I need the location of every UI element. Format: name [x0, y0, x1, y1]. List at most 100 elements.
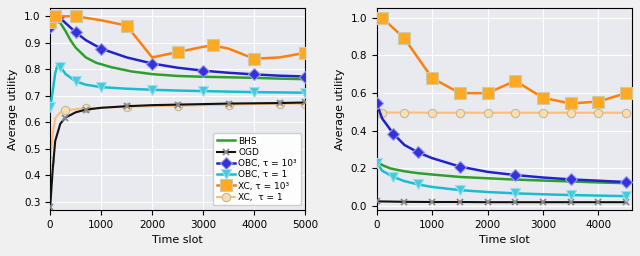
OBC, τ = 10³ [174, 66, 182, 69]
OBC, τ = 10³ [225, 71, 232, 74]
XC, τ = 10³ [199, 45, 207, 48]
OBC, τ = 1 [301, 91, 309, 94]
OBC, τ = 1 [225, 90, 232, 93]
OGD [511, 201, 519, 204]
BHS [72, 46, 79, 49]
XC, τ = 10³ [209, 44, 217, 47]
OBC, τ = 1 [72, 80, 79, 83]
OBC, τ = 1 [123, 87, 131, 90]
OBC, τ = 1 [511, 192, 519, 195]
OBC, τ = 1 [428, 185, 436, 188]
XC,  τ = 1 [56, 111, 64, 114]
XC,  τ = 1 [567, 111, 575, 114]
OBC, τ = 10³ [401, 143, 408, 146]
OBC, τ = 1 [48, 97, 56, 100]
OBC, τ = 10³ [46, 25, 54, 28]
OGD [250, 102, 258, 105]
XC, τ = 10³ [456, 92, 463, 95]
XC,  τ = 1 [511, 111, 519, 114]
BHS [401, 170, 408, 173]
OGD [148, 104, 156, 107]
BHS [92, 61, 100, 64]
OBC, τ = 1 [61, 72, 69, 75]
OBC, τ = 10³ [484, 170, 492, 173]
XC,  τ = 1 [539, 111, 547, 114]
Line: OGD: OGD [47, 99, 308, 211]
OBC, τ = 1 [56, 65, 64, 68]
OBC, τ = 1 [456, 189, 463, 192]
OBC, τ = 10³ [511, 174, 519, 177]
OBC, τ = 1 [389, 175, 397, 178]
OBC, τ = 1 [401, 179, 408, 183]
BHS [61, 29, 69, 33]
X-axis label: Time slot: Time slot [152, 235, 203, 245]
OGD [97, 106, 105, 109]
Line: BHS: BHS [377, 161, 626, 183]
OBC, τ = 10³ [49, 15, 57, 18]
OBC, τ = 1 [82, 83, 90, 86]
OBC, τ = 1 [539, 193, 547, 196]
BHS [595, 181, 602, 184]
OBC, τ = 10³ [82, 39, 90, 42]
Y-axis label: Average utility: Average utility [335, 68, 345, 150]
BHS [108, 66, 115, 69]
OBC, τ = 10³ [378, 117, 386, 120]
X-axis label: Time slot: Time slot [479, 235, 529, 245]
Line: XC, τ = 10³: XC, τ = 10³ [45, 11, 310, 64]
OBC, τ = 10³ [72, 31, 79, 34]
XC, τ = 10³ [595, 100, 602, 103]
OGD [56, 122, 64, 125]
XC, τ = 10³ [49, 15, 56, 18]
XC,  τ = 1 [484, 111, 492, 114]
XC, τ = 10³ [276, 56, 284, 59]
OBC, τ = 1 [174, 89, 182, 92]
OGD [539, 201, 547, 204]
OBC, τ = 10³ [123, 56, 131, 59]
Line: XC,  τ = 1: XC, τ = 1 [46, 99, 309, 165]
BHS [387, 167, 394, 170]
OGD [378, 200, 386, 203]
OGD [567, 201, 575, 204]
OBC, τ = 1 [97, 86, 105, 89]
XC,  τ = 1 [49, 133, 56, 136]
XC,  τ = 1 [199, 104, 207, 107]
BHS [128, 70, 136, 73]
XC, τ = 10³ [51, 15, 59, 18]
BHS [174, 74, 182, 78]
BHS [67, 39, 74, 42]
OBC, τ = 10³ [54, 15, 61, 18]
OBC, τ = 1 [373, 161, 381, 164]
OBC, τ = 1 [276, 91, 284, 94]
OBC, τ = 10³ [199, 69, 207, 72]
XC,  τ = 1 [46, 159, 54, 162]
XC, τ = 10³ [622, 92, 630, 95]
Line: OBC, τ = 1: OBC, τ = 1 [372, 158, 631, 201]
OBC, τ = 1 [54, 62, 61, 66]
BHS [373, 160, 381, 163]
OBC, τ = 10³ [389, 132, 397, 135]
XC, τ = 10³ [378, 16, 386, 19]
XC, τ = 10³ [373, 16, 381, 19]
XC,  τ = 1 [250, 103, 258, 106]
OGD [72, 111, 79, 114]
OBC, τ = 10³ [148, 62, 156, 65]
OBC, τ = 10³ [428, 157, 436, 160]
XC, τ = 10³ [174, 51, 182, 54]
Line: OBC, τ = 1: OBC, τ = 1 [45, 59, 310, 112]
XC,  τ = 1 [123, 105, 131, 108]
OGD [301, 101, 309, 104]
BHS [250, 76, 258, 79]
OBC, τ = 10³ [56, 17, 64, 20]
OGD [484, 201, 492, 204]
BHS [276, 77, 284, 80]
OGD [199, 103, 207, 106]
OGD [123, 105, 131, 108]
OGD [373, 200, 381, 203]
XC, τ = 10³ [225, 47, 232, 50]
XC,  τ = 1 [276, 102, 284, 105]
BHS [378, 164, 386, 167]
OGD [51, 140, 59, 143]
Y-axis label: Average utility: Average utility [8, 68, 19, 150]
XC,  τ = 1 [428, 111, 436, 114]
OGD [401, 200, 408, 203]
